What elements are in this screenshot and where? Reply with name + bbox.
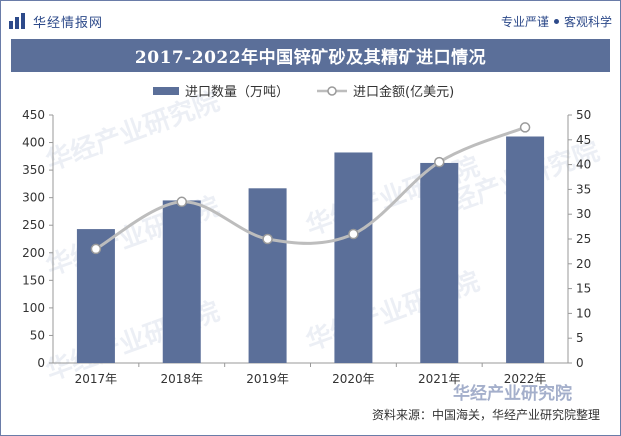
line-point [176, 196, 187, 208]
watermark-corner: 华经产业研究院 [453, 384, 572, 404]
y-left-tick-label: 150 [22, 273, 45, 287]
y-right-tick-label: 15 [576, 282, 591, 296]
logo-icon [9, 13, 25, 29]
top-bar: 华经情报网 专业严谨 客观科学 [9, 9, 612, 33]
logo-text: 华经情报网 [33, 15, 104, 31]
source-note: 资料来源：中国海关，华经产业研究院整理 [371, 408, 600, 422]
logo: 华经情报网 [9, 11, 103, 31]
legend-bar-label: 进口数量（万吨） [185, 85, 290, 100]
y-left-tick-label: 300 [22, 191, 45, 205]
bar [420, 162, 459, 363]
y-right-tick-label: 40 [576, 158, 591, 172]
y-right-tick-label: 35 [576, 182, 591, 196]
slogan-dot-icon [553, 19, 559, 24]
legend-item-line: 进口金额(亿美元) [317, 81, 454, 100]
y-left-tick-label: 350 [22, 163, 45, 177]
legend-line-label: 进口金额(亿美元) [353, 85, 455, 100]
x-tick-label: 2017年 [75, 372, 118, 386]
slogan-right: 客观科学 [563, 15, 612, 29]
y-right-tick-label: 45 [576, 133, 591, 147]
x-tick-label: 2021年 [418, 372, 461, 386]
line-series [95, 126, 526, 251]
bar [334, 152, 373, 363]
y-left-tick-label: 400 [22, 136, 45, 150]
y-right-tick-label: 20 [576, 257, 591, 271]
legend-bar-swatch [153, 86, 179, 95]
bar [506, 136, 545, 363]
x-tick-label: 2018年 [160, 372, 203, 386]
slogan-left: 专业严谨 [500, 15, 549, 29]
bar [248, 188, 287, 363]
chart-legend: 进口数量（万吨） 进口金额(亿美元) [153, 81, 482, 100]
y-right-tick-label: 30 [576, 207, 591, 221]
y-right-tick-label: 25 [576, 232, 591, 246]
y-left-tick-label: 50 [30, 328, 45, 342]
x-tick-label: 2019年 [246, 372, 289, 386]
legend-line-swatch [317, 85, 348, 96]
y-right-tick-label: 0 [576, 356, 584, 370]
y-left-tick-label: 450 [22, 108, 45, 122]
chart-title-bar: 2017-2022年中国锌矿砂及其精矿进口情况 [11, 39, 610, 72]
line-point [519, 122, 531, 133]
slogan: 专业严谨 客观科学 [501, 13, 612, 30]
legend-item-bar: 进口数量（万吨） [153, 81, 289, 100]
line-point [262, 233, 273, 245]
y-left-tick-label: 200 [22, 246, 45, 260]
y-left-tick-label: 0 [37, 356, 45, 370]
y-left-tick-label: 250 [22, 218, 45, 232]
y-right-tick-label: 10 [576, 306, 591, 320]
y-left-tick-label: 100 [22, 301, 45, 315]
line-point [348, 228, 359, 240]
line-point [90, 243, 102, 255]
y-right-tick-label: 50 [576, 108, 591, 122]
chart-title: 2017-2022年中国锌矿砂及其精矿进口情况 [134, 48, 487, 68]
y-right-tick-label: 5 [576, 331, 584, 345]
x-tick-label: 2022年 [504, 372, 547, 386]
bar [162, 200, 201, 363]
line-point [434, 156, 445, 168]
x-tick-label: 2020年 [332, 372, 375, 386]
